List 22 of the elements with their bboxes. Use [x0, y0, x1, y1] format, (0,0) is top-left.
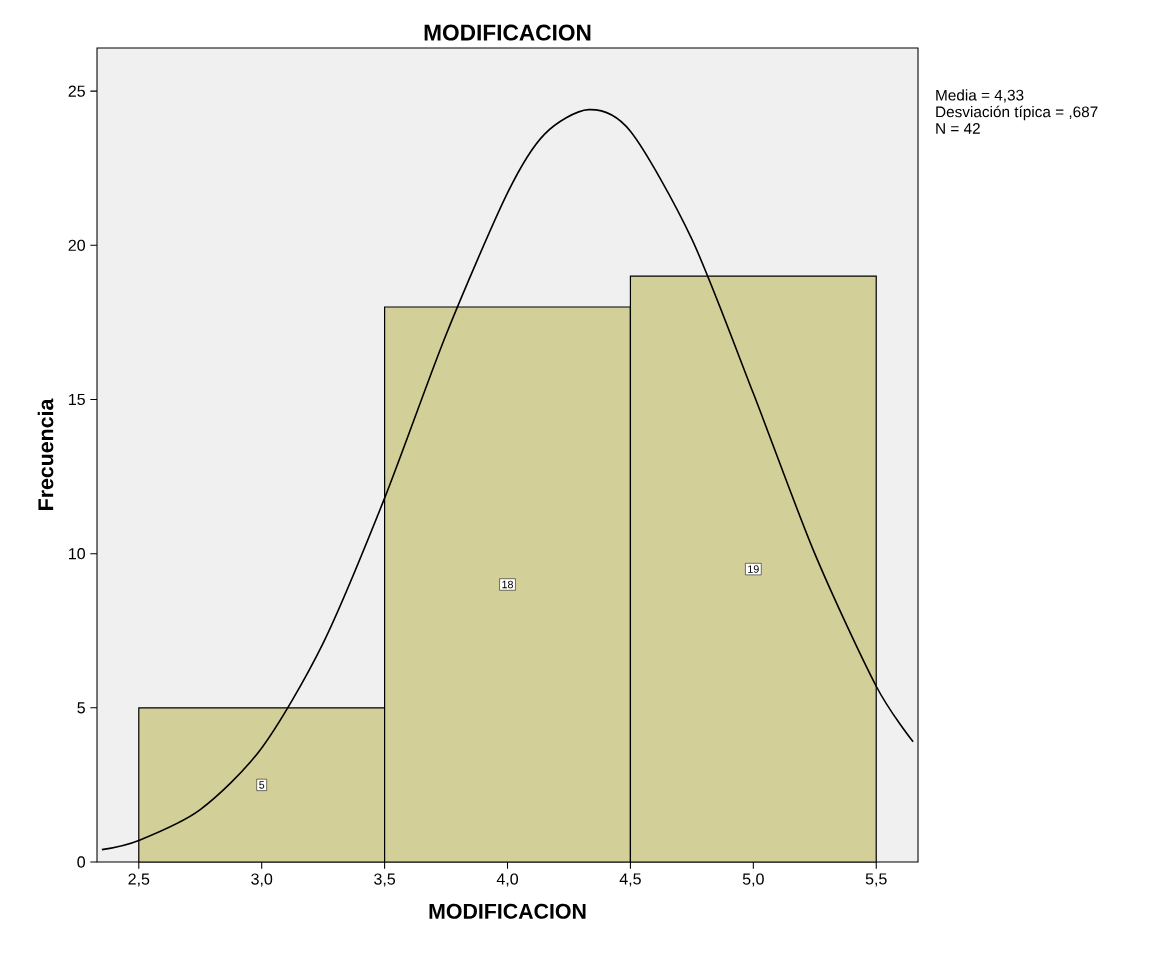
text: Media = 4,33: [936, 89, 1024, 103]
x-tick-label: 4,5: [619, 873, 641, 887]
y-tick-label: 5: [77, 702, 85, 714]
y-axis-title: Frecuencia: [37, 398, 54, 510]
y-tick-label: 0: [77, 856, 86, 868]
x-axis-title: MODIFICACION: [429, 903, 586, 919]
data-label: 5: [259, 781, 265, 789]
y-tick-label: 25: [68, 85, 85, 97]
data-label: 18: [502, 580, 513, 589]
x-tick-label: 5,0: [742, 873, 764, 887]
x-tick-label: 2,5: [128, 873, 150, 887]
text: Desviación típica = ,687: [936, 105, 1098, 121]
x-tick-label: 3,0: [251, 873, 273, 887]
y-tick-label: 20: [68, 239, 86, 251]
x-tick-label: 4,0: [496, 873, 519, 887]
x-tick-label: 5,5: [865, 873, 887, 887]
data-label: 19: [748, 565, 759, 573]
y-tick-label: 10: [69, 548, 86, 560]
text: N = 42: [936, 123, 980, 134]
y-tick-label: 15: [69, 393, 85, 406]
chart-title: MODIFICACION: [424, 24, 591, 41]
x-tick-label: 3,5: [374, 873, 396, 887]
